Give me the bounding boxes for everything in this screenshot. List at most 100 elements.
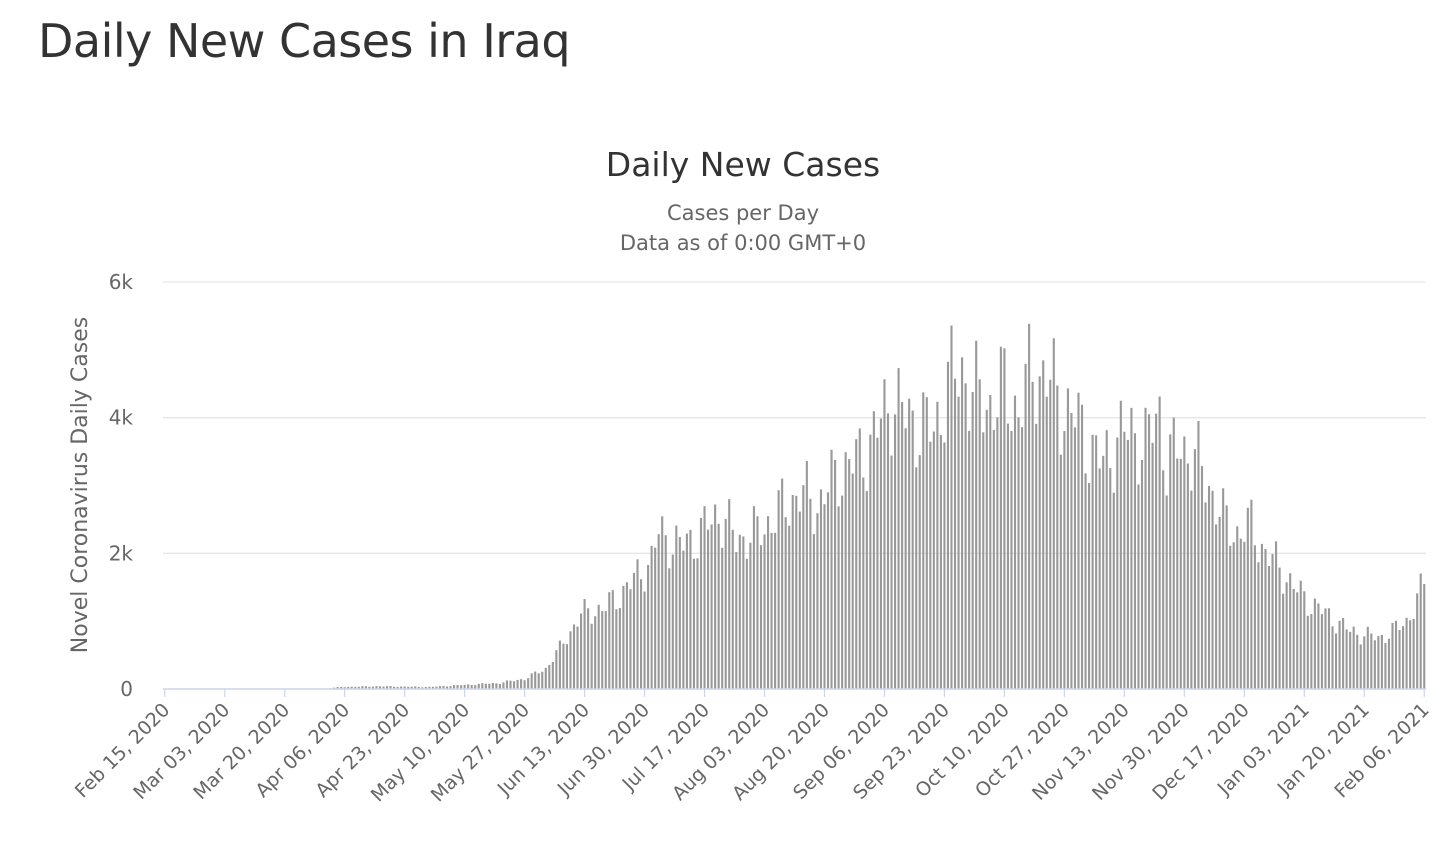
bar [1356,634,1359,689]
bar [788,525,791,689]
bar [541,671,544,689]
bar [336,687,339,689]
bar [1105,430,1108,689]
bar [505,680,509,689]
bar [1140,459,1144,689]
bar [1317,603,1320,689]
bar [368,686,371,689]
y-tick-label: 2k [109,541,134,565]
bar [1366,626,1369,689]
bar [968,430,971,689]
bar [421,687,424,689]
bar [375,686,378,689]
bar [460,685,463,689]
bar [883,379,886,689]
bar [611,590,614,689]
bar [1020,427,1024,689]
bar [1109,468,1112,689]
bar [918,455,921,689]
bar [396,686,399,689]
bar [654,547,657,689]
bar [1045,396,1048,689]
bar [431,686,434,689]
bar [1144,407,1147,689]
bar [1102,455,1105,689]
bar [742,536,745,689]
bar [781,478,784,689]
bar [664,535,667,689]
bar [809,498,812,689]
bar [470,685,473,689]
bar [1165,495,1168,689]
bar [893,414,897,689]
bar [964,383,967,689]
bar [1271,554,1274,689]
bar [400,686,403,689]
bar [685,533,688,689]
y-tick-label: 0 [120,677,133,701]
bar [1088,483,1091,689]
bar [544,667,547,689]
bar [682,550,685,689]
bar [982,432,985,689]
bars [325,323,1426,690]
bar [1155,413,1158,689]
bar [340,686,343,689]
bar [1095,435,1098,689]
bar [407,686,410,689]
bar [1225,505,1228,689]
bar [834,459,837,689]
bar [347,686,350,689]
bar [661,516,664,689]
y-axis-label: Novel Coronavirus Daily Cases [68,317,93,653]
bar [1296,592,1299,689]
bar [752,506,755,689]
bar [1229,545,1232,689]
bar [632,572,636,689]
bar [1405,617,1408,689]
bar [1207,485,1211,689]
bar [1384,643,1387,689]
bar [837,506,840,689]
bar [438,686,441,689]
bar [728,499,731,689]
bar [961,357,964,689]
bar [932,431,935,689]
bar [382,686,385,689]
bar [1349,631,1352,689]
bar [1232,542,1235,689]
bar [784,517,787,689]
bar [985,409,988,689]
bar [1257,562,1260,689]
bar [414,686,417,689]
bar [428,686,431,689]
bar [1373,640,1376,689]
bar [1338,620,1341,689]
bar [477,683,480,689]
bar [911,410,914,689]
bar [615,609,618,689]
bar [738,534,741,689]
bar [463,684,466,689]
bar [1003,348,1006,689]
bar [1303,591,1306,689]
bar [1158,396,1161,689]
bar [1398,630,1401,689]
bar [1176,458,1179,689]
bar [848,459,851,689]
bar [826,492,830,689]
bar [1243,541,1246,689]
bar [745,558,748,689]
chart-title: Daily New Cases [606,145,880,184]
bar [671,554,674,689]
bar [1370,633,1373,689]
bar [1377,636,1380,689]
page-title: Daily New Cases in Iraq [38,14,571,68]
bar [354,686,357,689]
bar [1130,407,1133,689]
bar [798,511,801,689]
bar [953,378,957,689]
bar [576,626,579,689]
